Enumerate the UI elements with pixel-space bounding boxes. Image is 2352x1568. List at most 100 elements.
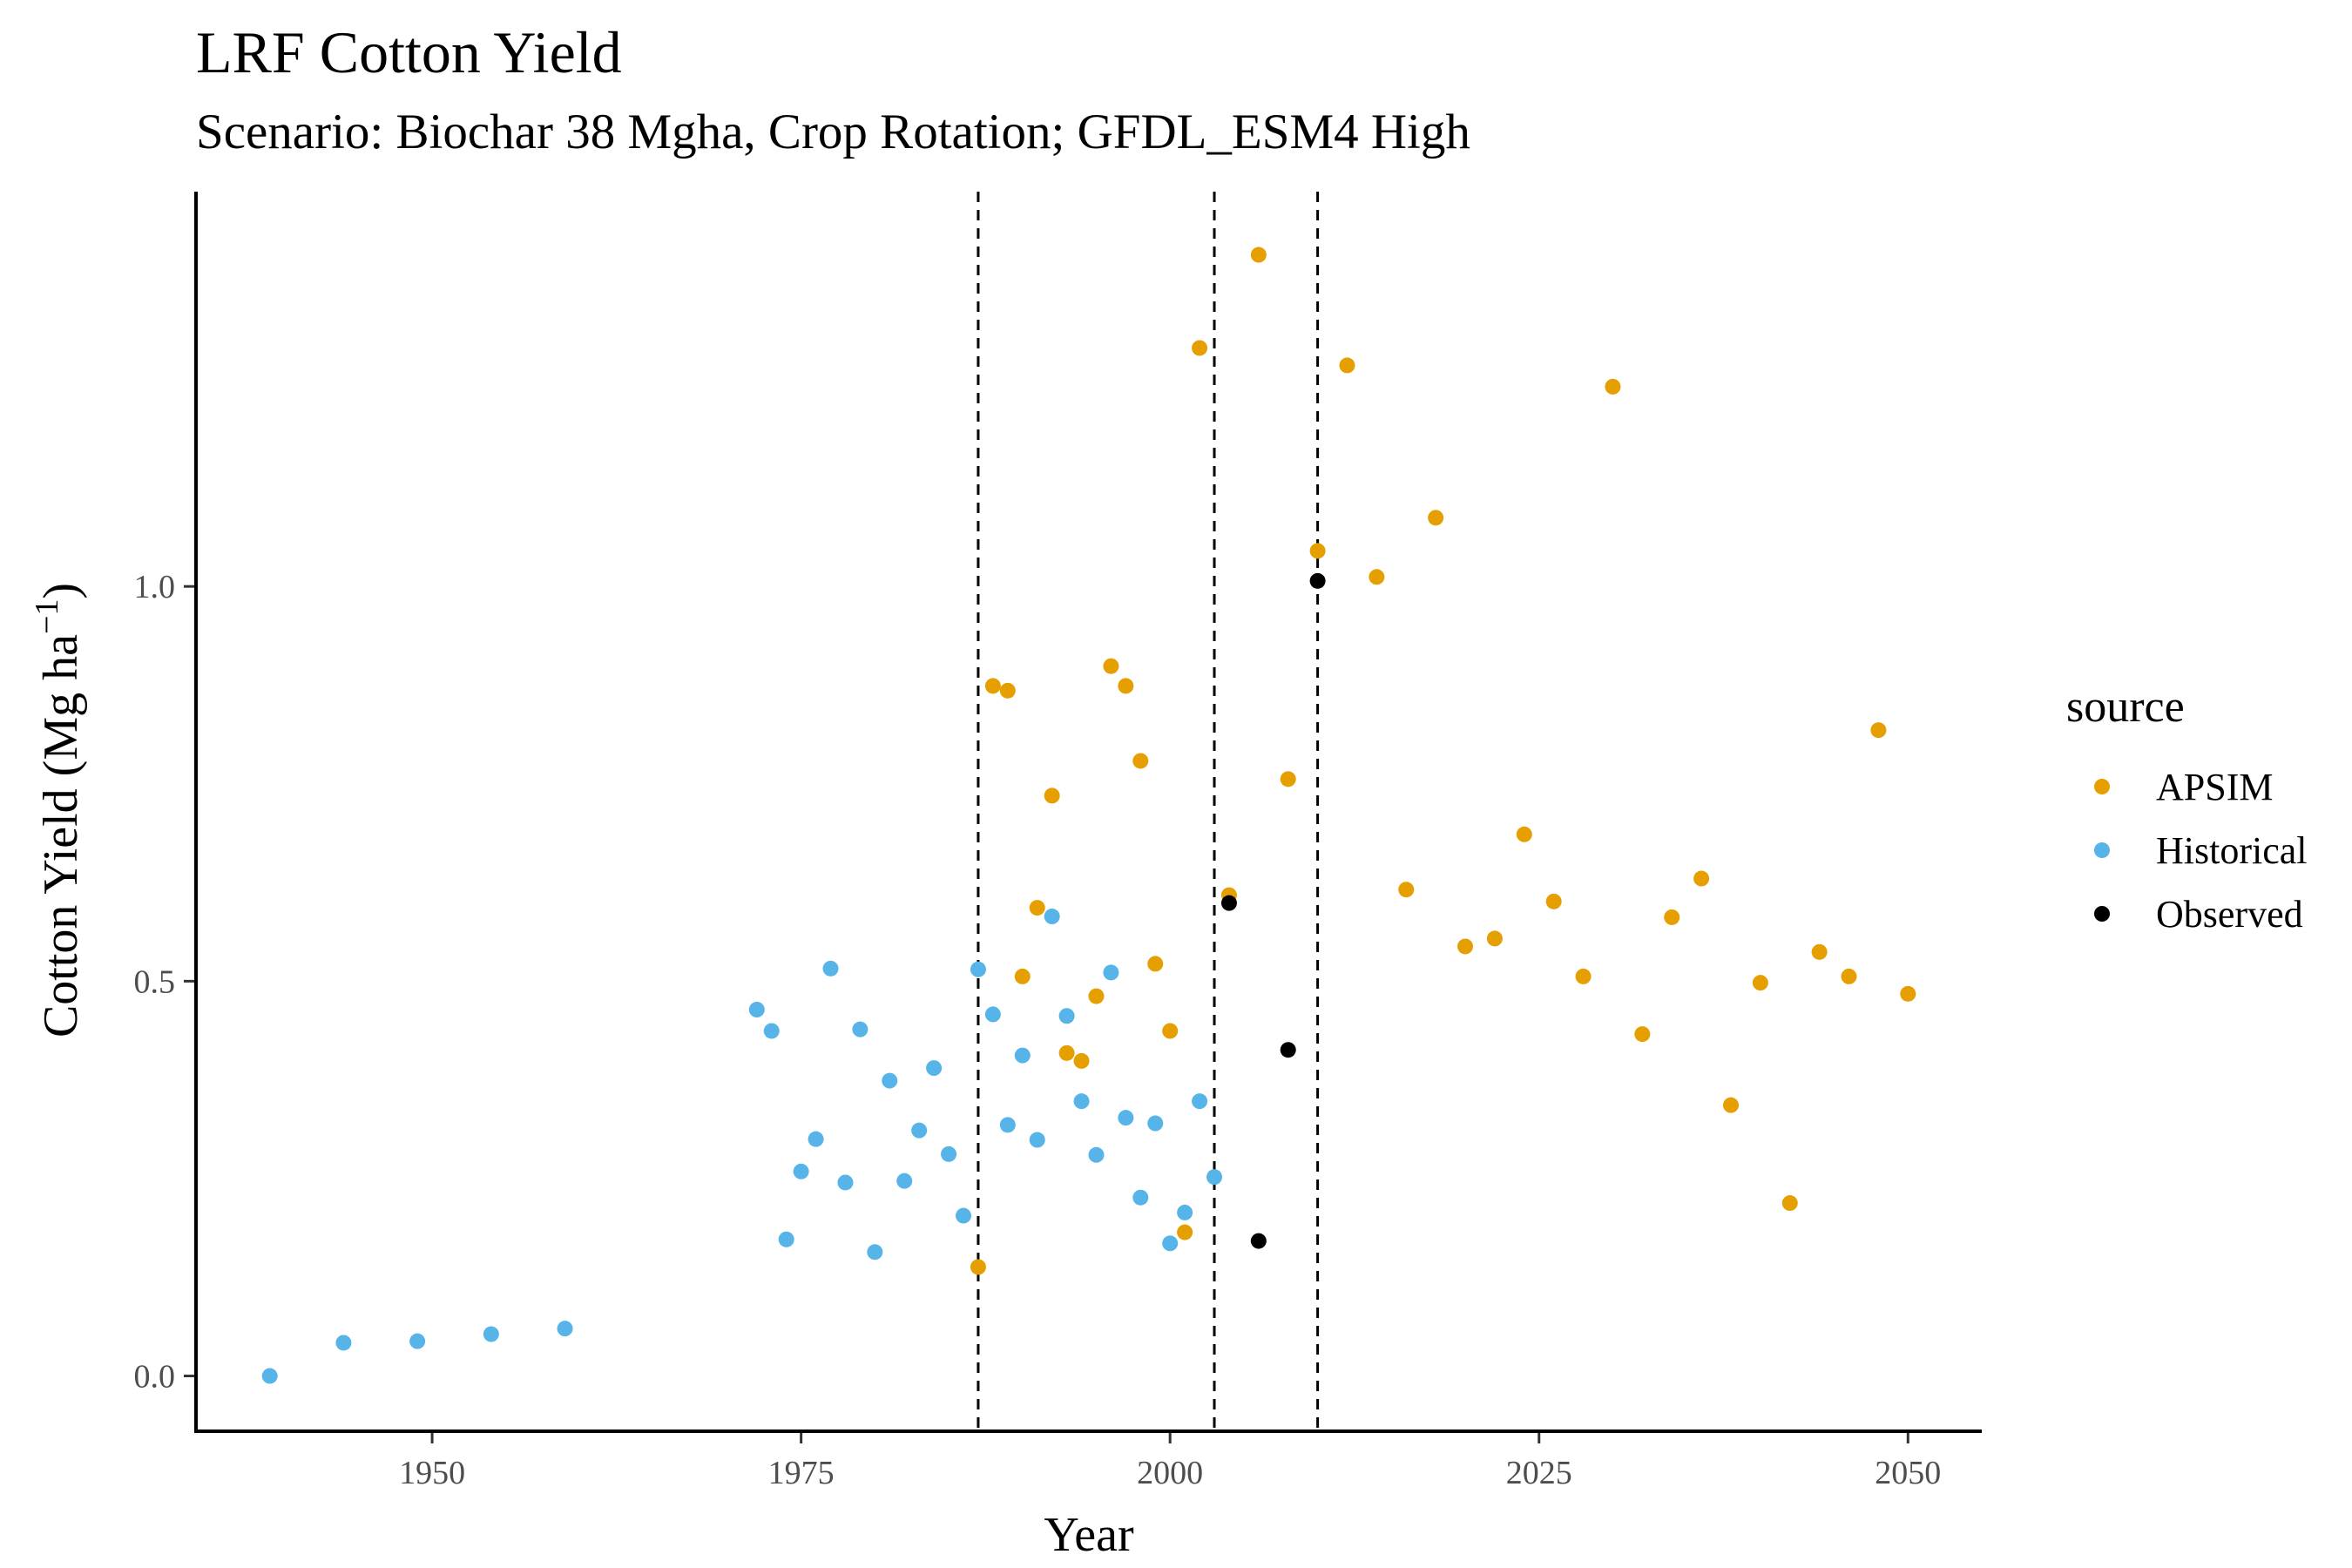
apsim-point-11 — [1132, 753, 1149, 769]
historical-point-10 — [822, 960, 839, 977]
apsim-point-8 — [1088, 988, 1105, 1004]
apsim-point-38 — [1870, 722, 1887, 739]
apsim-point-17 — [1250, 247, 1267, 263]
apsim-point-10 — [1118, 678, 1134, 694]
historical-point-14 — [882, 1072, 898, 1089]
y-axis-title-close: ) — [34, 583, 88, 599]
observed-point-1 — [1250, 1233, 1267, 1249]
apsim-point-6 — [1058, 1044, 1075, 1061]
apsim-point-27 — [1545, 893, 1562, 909]
reference-lines — [977, 192, 1320, 1431]
historical-point-32 — [1147, 1115, 1164, 1132]
apsim-point-31 — [1664, 909, 1680, 925]
apsim-point-1 — [984, 678, 1001, 694]
apsim-point-0 — [970, 1259, 986, 1275]
apsim-point-14 — [1177, 1224, 1193, 1240]
historical-point-27 — [1073, 1093, 1090, 1110]
apsim-point-25 — [1486, 930, 1503, 947]
historical-point-20 — [970, 961, 986, 977]
y-axis-ticks: 0.0 0.5 1.0 — [134, 569, 194, 1396]
x-tick-label-1975: 1975 — [768, 1455, 835, 1491]
apsim-point-20 — [1339, 357, 1355, 374]
y-tick-label-2: 1.0 — [134, 569, 176, 605]
legend-label-observed: Observed — [2156, 893, 2303, 936]
historical-point-9 — [808, 1131, 824, 1147]
historical-point-30 — [1118, 1110, 1134, 1126]
historical-point-6 — [763, 1023, 780, 1039]
apsim-point-30 — [1634, 1026, 1651, 1043]
historical-point-15 — [896, 1173, 913, 1189]
historical-point-7 — [778, 1231, 794, 1247]
apsim-point-26 — [1516, 826, 1532, 842]
historical-point-13 — [867, 1244, 883, 1260]
apsim-point-29 — [1605, 378, 1621, 395]
apsim-point-15 — [1192, 340, 1208, 356]
legend-label-historical: Historical — [2156, 829, 2308, 872]
historical-point-26 — [1058, 1008, 1075, 1024]
chart-subtitle: Scenario: Biochar 38 Mgha, Crop Rotation… — [196, 105, 1470, 159]
legend-title: source — [2066, 682, 2185, 732]
apsim-point-24 — [1457, 938, 1474, 955]
historical-point-25 — [1044, 909, 1060, 925]
historical-point-31 — [1132, 1189, 1149, 1206]
apsim-point-4 — [1029, 900, 1045, 916]
apsim-point-34 — [1752, 975, 1768, 991]
historical-point-36 — [1206, 1169, 1223, 1186]
data-points — [261, 247, 1916, 1384]
historical-point-5 — [748, 1001, 765, 1017]
historical-point-11 — [837, 1174, 854, 1191]
apsim-point-18 — [1280, 771, 1296, 787]
x-axis-title: Year — [1044, 1508, 1134, 1562]
legend-key-observed — [2094, 906, 2110, 922]
historical-point-2 — [409, 1333, 426, 1349]
historical-point-35 — [1192, 1093, 1208, 1110]
observed-point-3 — [1309, 572, 1326, 589]
historical-point-22 — [999, 1117, 1016, 1133]
apsim-point-28 — [1575, 968, 1592, 984]
chart-title: LRF Cotton Yield — [196, 19, 622, 85]
historical-point-4 — [557, 1321, 573, 1337]
apsim-point-13 — [1162, 1023, 1179, 1039]
apsim-point-3 — [1014, 968, 1031, 984]
apsim-point-36 — [1811, 943, 1828, 960]
historical-point-16 — [911, 1122, 928, 1139]
historical-point-33 — [1162, 1235, 1179, 1252]
legend-key-historical — [2094, 842, 2110, 858]
x-tick-label-2025: 2025 — [1506, 1455, 1572, 1491]
historical-point-8 — [793, 1163, 809, 1179]
y-tick-label-1: 0.5 — [134, 963, 176, 1000]
apsim-point-33 — [1722, 1097, 1739, 1113]
historical-point-19 — [955, 1207, 971, 1224]
apsim-point-7 — [1073, 1052, 1090, 1069]
apsim-point-2 — [999, 682, 1016, 699]
historical-point-29 — [1103, 964, 1119, 981]
apsim-point-22 — [1398, 882, 1415, 898]
apsim-point-9 — [1103, 658, 1119, 674]
apsim-point-19 — [1309, 543, 1326, 559]
x-tick-label-2050: 2050 — [1875, 1455, 1941, 1491]
historical-point-18 — [941, 1146, 957, 1162]
historical-point-12 — [852, 1021, 868, 1037]
y-axis-title-superscript: −1 — [29, 599, 65, 634]
observed-point-0 — [1220, 895, 1237, 911]
apsim-point-5 — [1044, 787, 1060, 804]
historical-point-21 — [984, 1006, 1001, 1023]
apsim-point-35 — [1781, 1195, 1798, 1212]
historical-point-24 — [1029, 1132, 1045, 1148]
x-tick-label-1950: 1950 — [399, 1455, 465, 1491]
historical-point-34 — [1177, 1204, 1193, 1220]
apsim-point-39 — [1900, 985, 1916, 1002]
x-tick-label-2000: 2000 — [1137, 1455, 1203, 1491]
historical-point-1 — [335, 1335, 352, 1351]
legend-label-apsim: APSIM — [2156, 766, 2274, 808]
y-axis-title: Cotton Yield (Mg ha−1) — [29, 583, 88, 1037]
apsim-point-21 — [1369, 569, 1385, 585]
historical-point-28 — [1088, 1146, 1105, 1163]
y-tick-label-0: 0.0 — [134, 1359, 176, 1396]
x-axis-ticks: 1950 1975 2000 2025 2050 — [399, 1433, 1941, 1491]
apsim-point-32 — [1693, 870, 1710, 887]
historical-point-23 — [1014, 1047, 1031, 1064]
apsim-point-37 — [1841, 968, 1857, 984]
historical-point-0 — [261, 1368, 278, 1384]
